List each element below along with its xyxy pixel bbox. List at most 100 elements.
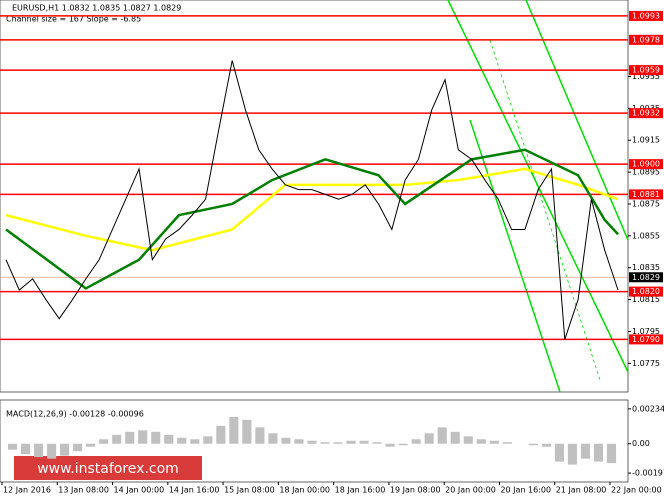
level-box: [629, 34, 663, 45]
macd-bar: [216, 425, 226, 444]
macd-bar: [242, 419, 252, 444]
current-label: 1.0829: [632, 273, 660, 282]
macd-bar: [177, 437, 187, 444]
level-label: 1.0790: [632, 335, 660, 344]
macd-bar: [463, 436, 473, 444]
macd-bar: [33, 443, 44, 458]
x-tick-label: 22 Jan 00:00: [611, 486, 662, 495]
macd-bar: [203, 436, 213, 444]
macd-bar: [528, 443, 538, 446]
y-tick-label: 1.0855: [632, 231, 660, 240]
macd-bar: [554, 443, 564, 462]
channel-line: [469, 119, 561, 393]
macd-bar: [333, 442, 343, 444]
macd-bar: [489, 440, 499, 444]
x-tick-label: 15 Jan 08:00: [224, 486, 275, 495]
y-tick-label: 1.0815: [632, 295, 660, 304]
macd-bar: [47, 443, 57, 459]
macd-bar: [255, 427, 265, 444]
macd-bar: [580, 443, 591, 459]
macd-bar: [86, 443, 96, 447]
macd-bar: [138, 430, 148, 444]
macd-bar: [73, 443, 83, 452]
macd-bar: [541, 443, 551, 447]
macd-bar: [476, 439, 486, 444]
level-box: [629, 159, 663, 170]
x-tick-label: 14 Jan 00:00: [114, 486, 165, 495]
price-line: [5, 60, 619, 340]
macd-bar: [125, 431, 135, 444]
x-tick-label: 21 Jan 08:00: [556, 486, 607, 495]
macd-bar: [7, 443, 18, 450]
level-label: 1.0932: [632, 109, 660, 118]
x-tick-label: 18 Jan 00:00: [279, 486, 330, 495]
watermark-box: [14, 456, 202, 480]
x-tick-label: 13 Jan 08:00: [58, 486, 109, 495]
channel-info: Channel size = 167 Slope = -6.85: [6, 15, 141, 24]
x-tick-label: 20 Jan 00:00: [445, 486, 496, 495]
macd-bar: [20, 443, 31, 455]
moving-average: [5, 167, 619, 252]
macd-bar: [190, 439, 200, 444]
watermark: www.instaforex.com: [37, 461, 179, 477]
macd-bar: [112, 434, 122, 444]
price-panel: [0, 0, 629, 393]
x-tick-label: 20 Jan 16:00: [500, 486, 551, 495]
macd-bar: [268, 433, 278, 444]
level-label: 1.0959: [632, 66, 660, 75]
symbol-info: EURUSD,H1 1.0832 1.0835 1.0827 1.0829: [12, 4, 181, 13]
macd-bar: [281, 437, 291, 444]
x-tick-label: 18 Jan 16:00: [335, 486, 386, 495]
macd-bar: [99, 439, 109, 444]
macd-bar: [411, 439, 421, 444]
macd-bar: [294, 439, 304, 444]
y-tick-label: 1.0875: [632, 199, 660, 208]
macd-bar: [359, 440, 369, 444]
level-box: [629, 334, 663, 345]
level-box: [629, 65, 663, 76]
level-label: 1.0993: [632, 11, 660, 20]
x-tick-label: 19 Jan 08:00: [390, 486, 441, 495]
y-tick-label: 1.0775: [632, 359, 660, 368]
channel-line: [447, 0, 629, 373]
y-tick-label: -0.00197: [632, 469, 664, 478]
y-tick-label: 0.00234: [632, 404, 664, 413]
macd-bar: [372, 442, 382, 444]
macd-bar: [450, 431, 460, 444]
macd-bar: [164, 434, 174, 444]
macd-bar: [320, 442, 330, 444]
level-box: [629, 10, 663, 21]
x-tick-label: 12 Jan 2016: [3, 486, 51, 495]
macd-bar: [398, 443, 408, 446]
macd-bar: [346, 440, 356, 444]
macd-bar: [60, 443, 70, 456]
x-tick-label: 14 Jan 16:00: [169, 486, 220, 495]
macd-bar: [385, 443, 395, 447]
moving-average: [5, 148, 619, 290]
macd-bar: [593, 443, 604, 462]
level-label: 1.0978: [632, 35, 660, 44]
macd-bar: [151, 431, 161, 444]
y-tick-label: 1.0835: [632, 263, 660, 272]
level-box: [629, 286, 663, 297]
y-tick-label: 1.0795: [632, 327, 660, 336]
macd-bar: [606, 443, 617, 464]
level-label: 1.0881: [632, 190, 660, 199]
y-tick-label: 1.0895: [632, 168, 660, 177]
macd-bar: [502, 442, 512, 444]
level-label: 1.0820: [632, 287, 660, 296]
current-box: [629, 272, 663, 283]
level-box: [629, 108, 663, 119]
macd-bar: [424, 433, 434, 444]
y-tick-label: 1.0955: [632, 72, 660, 81]
macd-title: MACD(12,26,9) -0.00128 -0.00096: [6, 410, 144, 419]
level-box: [629, 189, 663, 200]
macd-bar: [307, 440, 317, 444]
macd-bar: [567, 443, 577, 465]
level-label: 1.0900: [632, 160, 660, 169]
y-tick-label: 1.0915: [632, 136, 660, 145]
y-tick-label: 0.00: [632, 439, 650, 448]
macd-bar: [437, 427, 447, 444]
macd-bar: [229, 416, 239, 444]
